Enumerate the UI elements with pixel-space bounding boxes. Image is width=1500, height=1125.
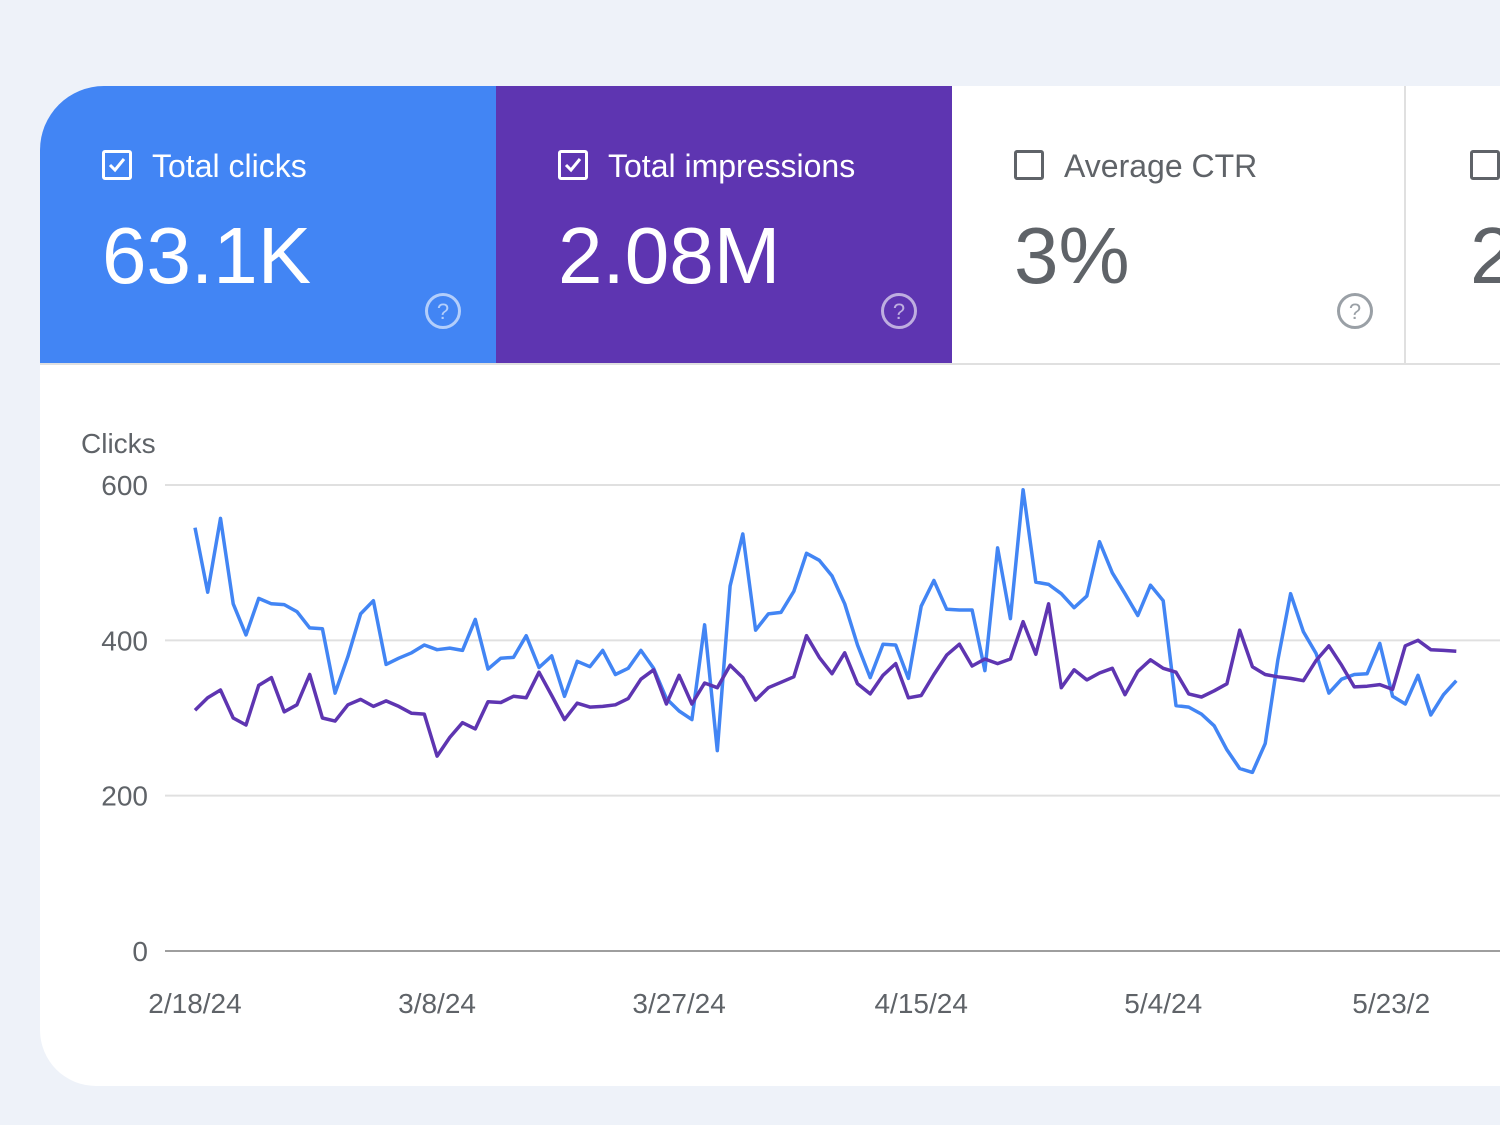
metric-tabs: Total clicks 63.1K ? Total impressions 2… [40, 86, 1500, 365]
metric-label: Total impressions [608, 148, 856, 184]
checkbox-checked-icon[interactable] [558, 150, 588, 180]
x-tick-label: 3/8/24 [398, 988, 476, 1019]
metric-label: Average CTR [1064, 148, 1258, 184]
x-tick-label: 4/15/24 [874, 988, 967, 1019]
y-tick-label: 600 [101, 470, 148, 501]
help-icon[interactable]: ? [424, 292, 462, 330]
checkbox-checked-icon[interactable] [102, 150, 132, 180]
x-tick-label: 5/4/24 [1124, 988, 1202, 1019]
y-tick-label: 400 [101, 625, 148, 656]
svg-text:?: ? [893, 299, 905, 324]
help-icon[interactable]: ? [880, 292, 918, 330]
metric-average-position[interactable]: 2 [1408, 86, 1500, 363]
checkbox-unchecked-icon[interactable] [1470, 150, 1500, 180]
svg-text:?: ? [1349, 299, 1361, 324]
svg-text:?: ? [437, 299, 449, 324]
x-tick-label: 3/27/24 [632, 988, 725, 1019]
performance-card: Total clicks 63.1K ? Total impressions 2… [40, 86, 1500, 1086]
y-axis-title: Clicks [81, 428, 156, 459]
metric-value: 2.08M [558, 211, 781, 300]
series-line-impressions [193, 602, 1457, 758]
x-tick-label: 2/18/24 [148, 988, 241, 1019]
performance-chart[interactable]: 600 400 200 02/18/24 3/8/24 3/27/24 4/15/24 5/4… [40, 86, 1500, 1086]
series-line-clicks [193, 487, 1458, 775]
metric-value: 2 [1470, 211, 1500, 300]
metric-total-impressions[interactable]: Total impressions 2.08M ? [496, 86, 952, 363]
metric-total-clicks[interactable]: Total clicks 63.1K ? [40, 86, 496, 363]
x-tick-label: 5/23/2 [1352, 988, 1430, 1019]
y-tick-label: 0 [132, 936, 148, 967]
y-tick-label: 200 [101, 781, 148, 812]
checkbox-unchecked-icon[interactable] [1014, 150, 1044, 180]
metric-average-ctr[interactable]: Average CTR 3% ? [952, 86, 1406, 363]
help-icon[interactable]: ? [1336, 292, 1374, 330]
metric-value: 3% [1014, 211, 1130, 300]
metric-value: 63.1K [102, 211, 312, 300]
metric-label: Total clicks [152, 148, 307, 184]
